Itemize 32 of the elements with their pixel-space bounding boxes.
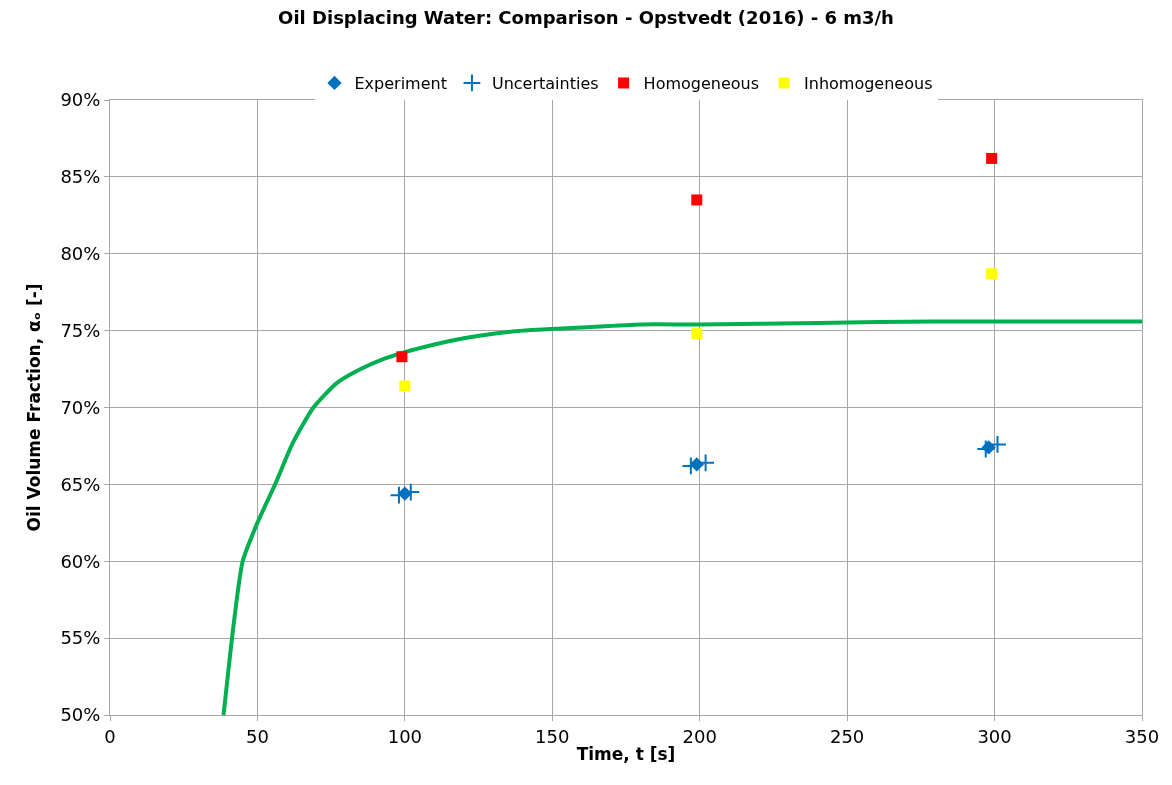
y-tick-label: 80% bbox=[60, 243, 101, 265]
y-tick-label: 55% bbox=[60, 627, 101, 649]
y-tick-label: 85% bbox=[60, 166, 101, 188]
point bbox=[976, 439, 996, 459]
x-tick-label: 100 bbox=[387, 725, 423, 747]
y-tick-label: 50% bbox=[60, 704, 101, 726]
legend-label: Uncertainties bbox=[491, 74, 599, 94]
chart-title: Oil Displacing Water: Comparison - Opstvedt (2016) - 6 m3/h bbox=[278, 7, 894, 29]
x-tick-label: 50 bbox=[245, 725, 269, 747]
x-tick-label: 350 bbox=[1124, 725, 1160, 747]
legend-label: Inhomogeneous bbox=[804, 74, 933, 94]
x-axis-title: Time, t [s] bbox=[576, 744, 676, 764]
point bbox=[986, 268, 998, 280]
y-tick-label: 70% bbox=[60, 396, 101, 418]
point bbox=[691, 194, 703, 206]
point bbox=[986, 152, 998, 164]
x-tick-label: 300 bbox=[977, 725, 1012, 747]
x-tick-label: 150 bbox=[535, 725, 570, 747]
x-tick-label: 200 bbox=[682, 725, 717, 747]
y-tick-label: 60% bbox=[60, 550, 101, 572]
y-axis-title: Oil Volume Fraction, αₒ [-] bbox=[23, 283, 44, 532]
x-tick-label: 0 bbox=[104, 725, 116, 747]
y-tick-label: 90% bbox=[60, 89, 101, 111]
x-tick-label: 250 bbox=[829, 725, 865, 747]
point bbox=[691, 328, 703, 340]
y-tick-label: 65% bbox=[60, 473, 101, 495]
point bbox=[396, 351, 408, 363]
line-series bbox=[221, 319, 1142, 715]
y-tick-label: 75% bbox=[60, 319, 101, 341]
point bbox=[399, 380, 411, 392]
legend-label: Homogeneous bbox=[643, 74, 760, 94]
legend-label: Experiment bbox=[354, 74, 447, 94]
